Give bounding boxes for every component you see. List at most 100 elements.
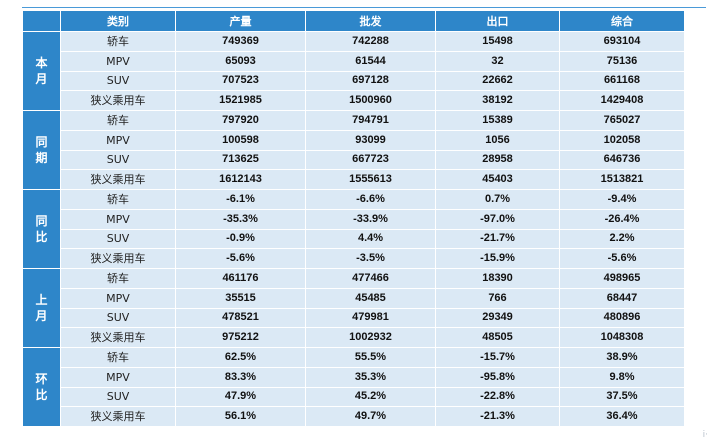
row-type-label: 轿车 xyxy=(60,189,176,210)
table-row: SUV 707523 697128 22662 661168 xyxy=(23,70,685,92)
value-cell: 975212 xyxy=(175,327,306,348)
value-cell: 766 xyxy=(435,287,560,309)
group-label: 同比 xyxy=(22,189,61,269)
header-wholesale: 批发 xyxy=(305,10,436,32)
row-type-label: 狭义乘用车 xyxy=(60,248,176,269)
value-cell: 45403 xyxy=(435,169,560,190)
group-label-char: 同 xyxy=(35,134,48,149)
value-cell: -33.9% xyxy=(305,208,436,230)
table-row: MPV 83.3% 35.3% -95.8% 9.8% xyxy=(23,366,685,388)
row-type-label: 狭义乘用车 xyxy=(60,406,176,427)
value-cell: -6.6% xyxy=(305,189,436,210)
value-cell: 38192 xyxy=(435,90,560,111)
value-cell: 28958 xyxy=(435,149,560,171)
value-cell: 83.3% xyxy=(175,366,306,388)
row-type-label: MPV xyxy=(60,366,176,388)
value-cell: -9.4% xyxy=(559,189,685,210)
table-row: SUV -0.9% 4.4% -21.7% 2.2% xyxy=(23,228,685,250)
header-row: 类别 产量 批发 出口 综合 xyxy=(22,10,685,32)
value-cell: 797920 xyxy=(175,110,306,131)
value-cell: 38.9% xyxy=(559,347,685,368)
value-cell: 93099 xyxy=(305,129,436,151)
row-type-label: SUV xyxy=(60,70,176,92)
group-label-char: 比 xyxy=(35,230,48,244)
value-cell: -15.9% xyxy=(435,248,560,269)
value-cell: -97.0% xyxy=(435,208,560,230)
value-cell: 9.8% xyxy=(559,366,685,388)
group-label: 同期 xyxy=(22,110,61,190)
table-row: SUV 47.9% 45.2% -22.8% 37.5% xyxy=(23,386,685,408)
table-row: 环比轿车 62.5% 55.5% -15.7% 38.9% xyxy=(22,347,685,427)
value-cell: 697128 xyxy=(305,70,436,92)
value-cell: 498965 xyxy=(559,268,685,289)
value-cell: 62.5% xyxy=(175,347,306,368)
table-row: SUV 478521 479981 29349 480896 xyxy=(23,307,685,329)
group-label-char: 上 xyxy=(35,292,48,307)
value-cell: 480896 xyxy=(559,307,685,329)
value-cell: 15389 xyxy=(435,110,560,131)
value-cell: -95.8% xyxy=(435,366,560,388)
value-cell: 1521985 xyxy=(175,90,306,111)
value-cell: 48505 xyxy=(435,327,560,348)
value-cell: -5.6% xyxy=(175,248,306,269)
value-cell: 61544 xyxy=(305,50,436,72)
value-cell: 35515 xyxy=(175,287,306,309)
value-cell: 75136 xyxy=(559,50,685,72)
value-cell: -26.4% xyxy=(559,208,685,230)
header-corner xyxy=(22,10,61,32)
value-cell: 693104 xyxy=(559,31,685,52)
value-cell: 765027 xyxy=(559,110,685,131)
value-cell: 102058 xyxy=(559,129,685,151)
value-cell: -15.7% xyxy=(435,347,560,368)
value-cell: 4.4% xyxy=(305,228,436,250)
table-row: 本月轿车 749369 742288 15498 693104 xyxy=(22,31,685,111)
value-cell: 1513821 xyxy=(559,169,685,190)
value-cell: 1048308 xyxy=(559,327,685,348)
value-cell: 461176 xyxy=(175,268,306,289)
row-type-label: MPV xyxy=(60,129,176,151)
table-row: 狭义乘用车 1521985 1500960 38192 1429408 xyxy=(23,90,685,111)
value-cell: 1002932 xyxy=(305,327,436,348)
row-type-label: 轿车 xyxy=(60,268,176,289)
value-cell: -0.9% xyxy=(175,228,306,250)
value-cell: 2.2% xyxy=(559,228,685,250)
value-cell: 707523 xyxy=(175,70,306,92)
header-category: 类别 xyxy=(60,10,176,32)
group-label-char: 期 xyxy=(35,151,48,165)
value-cell: 47.9% xyxy=(175,386,306,408)
value-cell: 18390 xyxy=(435,268,560,289)
value-cell: 55.5% xyxy=(305,347,436,368)
value-cell: 15498 xyxy=(435,31,560,52)
value-cell: 68447 xyxy=(559,287,685,309)
table-row: 狭义乘用车 56.1% 49.7% -21.3% 36.4% xyxy=(23,406,685,427)
table-row: 狭义乘用车 975212 1002932 48505 1048308 xyxy=(23,327,685,348)
top-rule xyxy=(22,7,706,8)
value-cell: 477466 xyxy=(305,268,436,289)
group-label-char: 同 xyxy=(35,213,48,228)
row-type-label: SUV xyxy=(60,149,176,171)
value-cell: 56.1% xyxy=(175,406,306,427)
group-label-char: 月 xyxy=(35,309,48,323)
row-type-label: MPV xyxy=(60,208,176,230)
table-row: 上月轿车 461176 477466 18390 498965 xyxy=(22,268,685,348)
group-label: 上月 xyxy=(22,268,61,348)
value-cell: -3.5% xyxy=(305,248,436,269)
value-cell: 667723 xyxy=(305,149,436,171)
value-cell: 49.7% xyxy=(305,406,436,427)
group-label-char: 月 xyxy=(35,72,48,86)
group-label-char: 环 xyxy=(35,371,48,386)
value-cell: -6.1% xyxy=(175,189,306,210)
value-cell: 1555613 xyxy=(305,169,436,190)
row-type-label: SUV xyxy=(60,386,176,408)
row-type-label: MPV xyxy=(60,50,176,72)
corner-mark: i· xyxy=(702,430,708,440)
value-cell: -35.3% xyxy=(175,208,306,230)
row-type-label: SUV xyxy=(60,307,176,329)
value-cell: 1612143 xyxy=(175,169,306,190)
header-production: 产量 xyxy=(175,10,306,32)
table-row: 狭义乘用车 -5.6% -3.5% -15.9% -5.6% xyxy=(23,248,685,269)
value-cell: 37.5% xyxy=(559,386,685,408)
table-row: 同期轿车 797920 794791 15389 765027 xyxy=(22,110,685,190)
value-cell: -5.6% xyxy=(559,248,685,269)
value-cell: 749369 xyxy=(175,31,306,52)
